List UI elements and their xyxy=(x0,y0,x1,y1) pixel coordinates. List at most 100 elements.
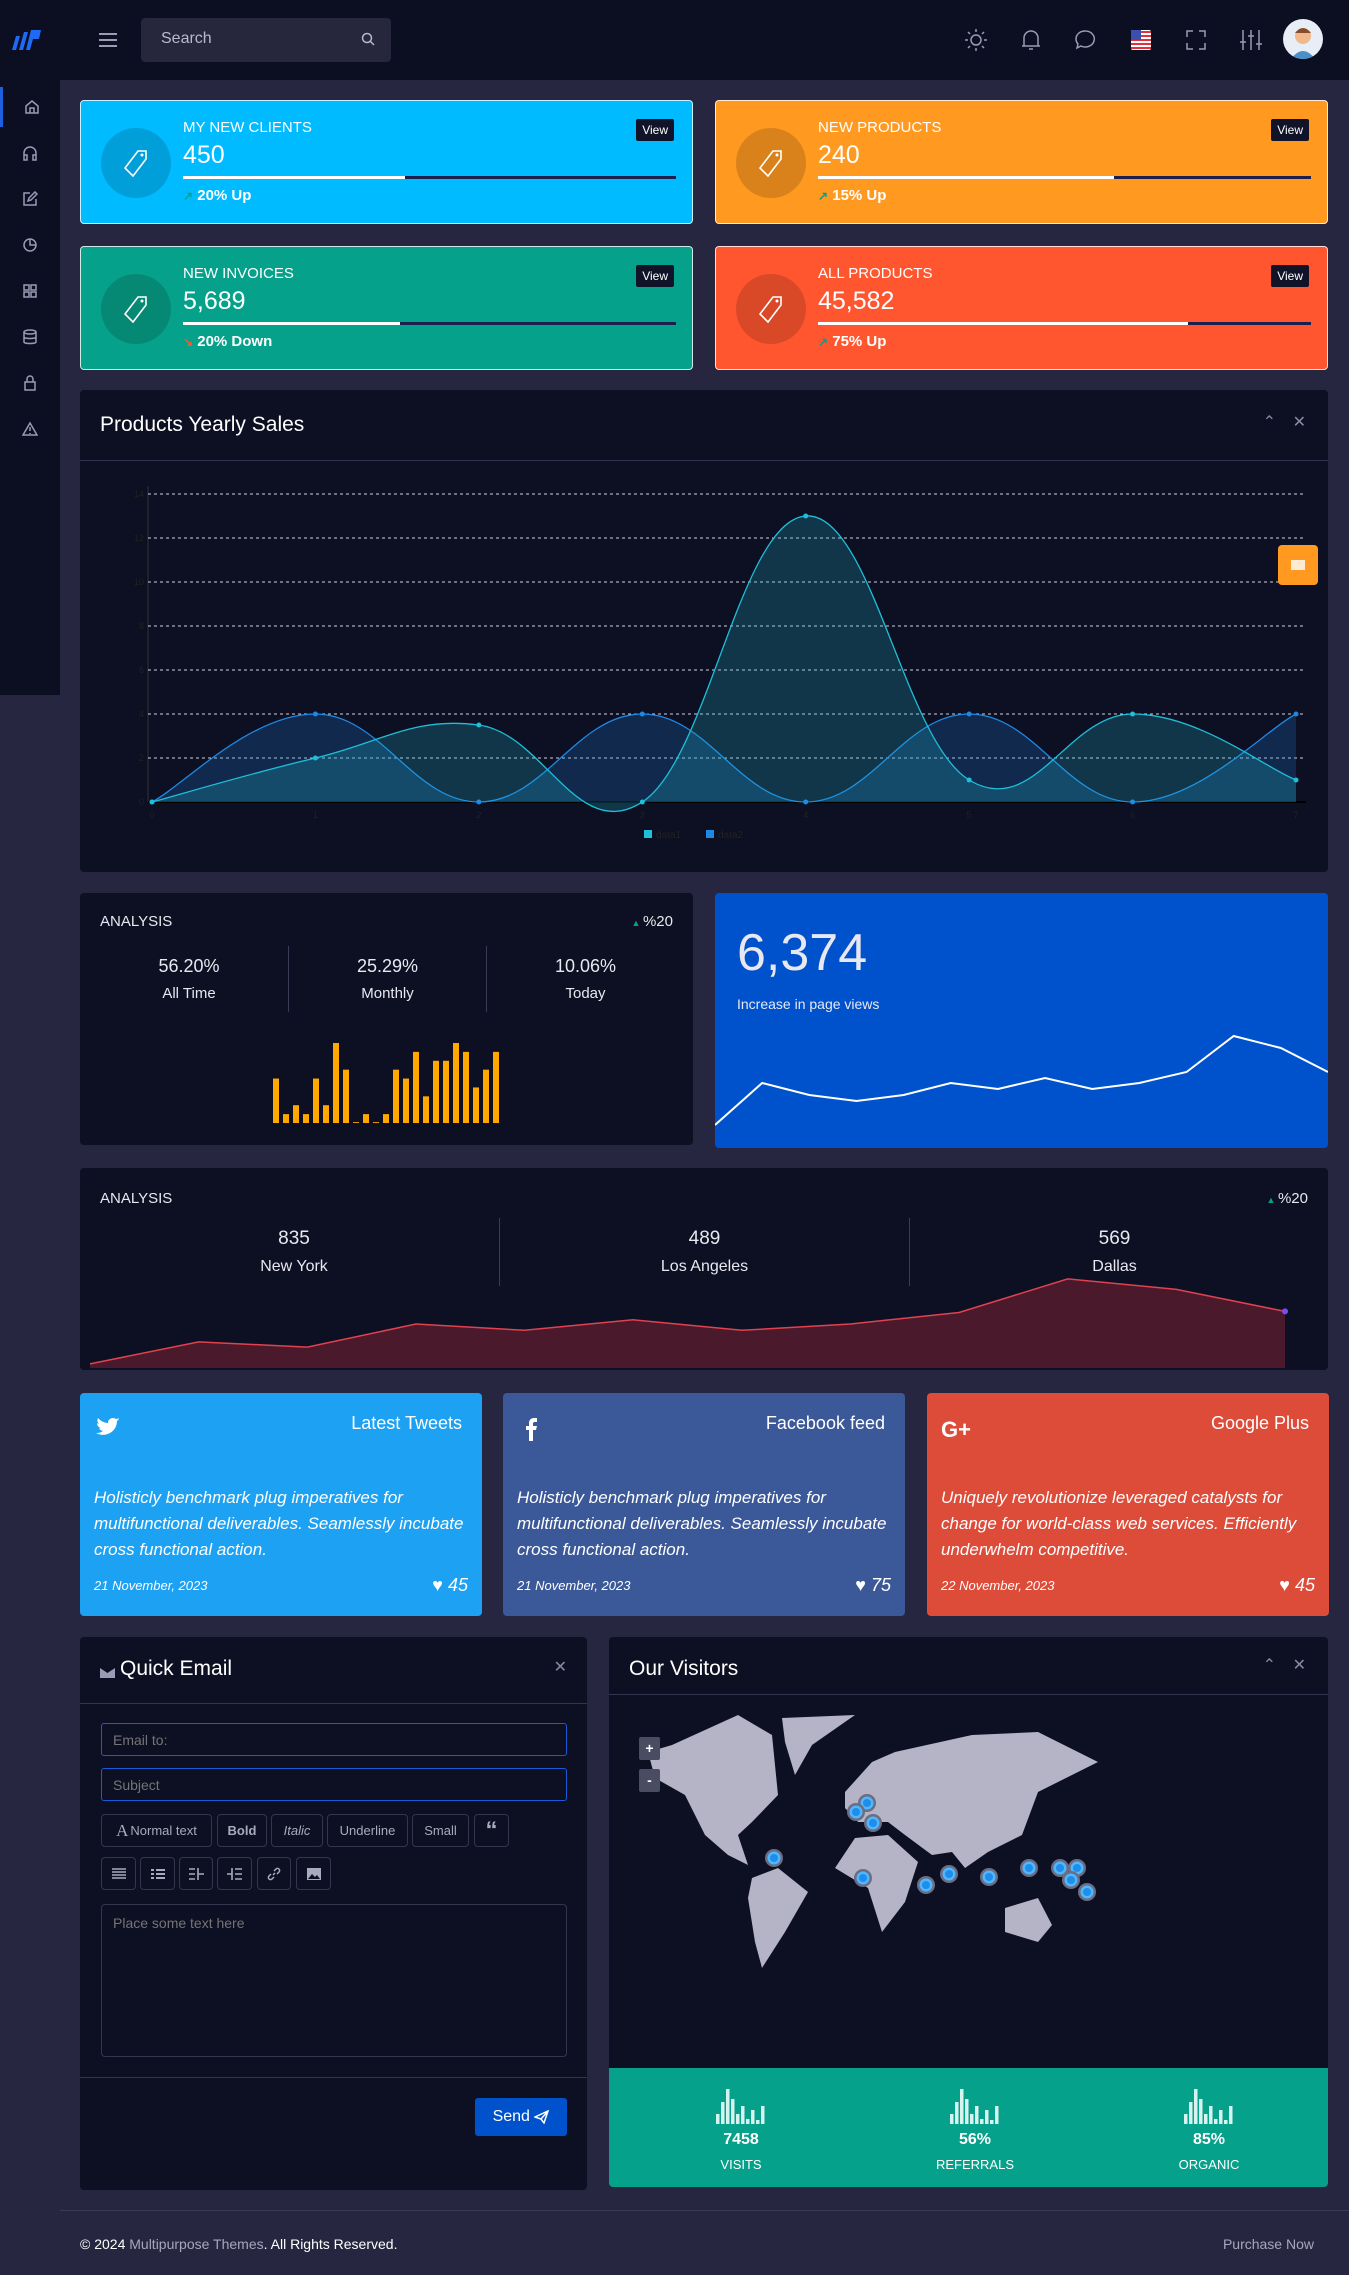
series-area-data1 xyxy=(152,515,1296,812)
mini-bar xyxy=(1199,2099,1203,2124)
unordered-list-button[interactable] xyxy=(101,1857,136,1890)
brand-link[interactable]: Multipurpose Themes xyxy=(129,2236,264,2252)
normal-text-button[interactable]: A Normal text xyxy=(101,1814,212,1847)
visitor-stat-value: 56% xyxy=(958,2131,992,2148)
image-button[interactable] xyxy=(296,1857,331,1890)
logo[interactable] xyxy=(10,28,42,52)
indent-button[interactable] xyxy=(217,1857,252,1890)
us-flag-icon[interactable] xyxy=(1127,26,1155,54)
analysis-title: ANALYSIS xyxy=(100,913,173,930)
bar xyxy=(443,1060,449,1123)
y-tick-label: 4 xyxy=(139,709,144,719)
sidebar-item-database[interactable] xyxy=(0,317,60,357)
sidebar-item-edit[interactable] xyxy=(0,179,60,219)
bar xyxy=(293,1105,299,1123)
underline-button[interactable]: Underline xyxy=(327,1814,408,1847)
view-button[interactable]: View xyxy=(1271,265,1309,287)
sidebar-item-charts[interactable] xyxy=(0,225,60,265)
heart-icon: ♥ xyxy=(432,1575,443,1595)
chat-icon[interactable] xyxy=(1072,26,1100,54)
mini-bar xyxy=(995,2106,999,2124)
menu-icon[interactable] xyxy=(94,26,122,54)
pie-chart-icon xyxy=(23,238,37,252)
city-analysis-panel: ANALYSIS ▲ %20 835 New York 489 Los Angeles… xyxy=(80,1168,1328,1370)
mini-bar-chart xyxy=(1184,2089,1233,2124)
close-icon[interactable]: ✕ xyxy=(1292,414,1306,431)
likes[interactable]: ♥ 45 xyxy=(432,1575,468,1596)
sun-icon[interactable] xyxy=(962,26,990,54)
sidebar-item-apps[interactable] xyxy=(0,271,60,311)
likes[interactable]: ♥ 45 xyxy=(1279,1575,1315,1596)
bar xyxy=(493,1051,499,1123)
data-point-data1 xyxy=(476,722,482,728)
bar xyxy=(403,1078,409,1123)
stat-card: ALL PRODUCTS 45,582 ↗ 75% Up View xyxy=(715,246,1328,370)
search-input[interactable]: Search xyxy=(141,18,391,62)
search-icon[interactable] xyxy=(361,32,375,46)
subject-field[interactable] xyxy=(101,1768,567,1801)
stat-status: ↘ 20% Down xyxy=(183,333,272,350)
view-button[interactable]: View xyxy=(636,119,674,141)
visitor-stat-value: 85% xyxy=(1192,2131,1226,2148)
email-to-field[interactable] xyxy=(101,1723,567,1756)
avatar[interactable] xyxy=(1283,19,1323,59)
sidebar-item-lock[interactable] xyxy=(0,363,60,403)
x-tick-label: 4 xyxy=(803,810,808,820)
rights-text: . All Rights Reserved. xyxy=(263,2236,398,2252)
likes[interactable]: ♥ 75 xyxy=(855,1575,891,1596)
footer-divider xyxy=(60,2210,1349,2211)
sidebar-item-support[interactable] xyxy=(0,133,60,173)
sidebar-item-home[interactable] xyxy=(0,87,60,127)
visitor-marker-core xyxy=(1056,1864,1064,1872)
stat-status: ↗ 15% Up xyxy=(818,187,886,204)
settings-toggle-button[interactable] xyxy=(1278,545,1318,585)
continent-australia xyxy=(1005,1898,1052,1942)
alert-icon xyxy=(22,421,38,436)
small-button[interactable]: Small xyxy=(412,1814,469,1847)
footer-copyright: © 2024 Multipurpose Themes. All Rights R… xyxy=(80,2236,397,2252)
sliders-icon[interactable] xyxy=(1237,26,1265,54)
mini-bar xyxy=(1184,2114,1188,2124)
stat-value: 835 xyxy=(278,1228,310,1249)
outdent-button[interactable] xyxy=(179,1857,213,1890)
data-point-data2 xyxy=(476,799,482,805)
legend-swatch xyxy=(644,830,652,838)
italic-button[interactable]: Italic xyxy=(271,1814,323,1847)
mini-bar xyxy=(960,2089,964,2124)
sidebar-item-alerts[interactable] xyxy=(0,409,60,449)
heart-icon: ♥ xyxy=(855,1575,866,1595)
email-body-textarea[interactable] xyxy=(101,1904,567,2057)
tag-icon xyxy=(123,296,147,324)
bar xyxy=(343,1069,349,1123)
fullscreen-icon[interactable] xyxy=(1182,26,1210,54)
close-icon[interactable]: ✕ xyxy=(553,1659,567,1676)
stat-value: 489 xyxy=(688,1228,721,1249)
visitor-marker-core xyxy=(922,1881,930,1889)
zoom-in-button[interactable]: + xyxy=(639,1737,660,1760)
view-button[interactable]: View xyxy=(636,265,674,287)
lock-icon xyxy=(24,375,36,391)
link-button[interactable] xyxy=(257,1857,291,1890)
collapse-icon[interactable]: ⌃ xyxy=(1262,1657,1276,1674)
blockquote-button[interactable]: “ xyxy=(474,1814,509,1847)
continent-eurasia xyxy=(845,1732,1098,1868)
world-map[interactable] xyxy=(625,1700,1315,2110)
stat-value: 5,689 xyxy=(183,287,246,315)
tag-icon-circle xyxy=(736,274,806,344)
data-point-data1 xyxy=(639,799,645,805)
view-button[interactable]: View xyxy=(1271,119,1309,141)
purchase-now-link[interactable]: Purchase Now xyxy=(1222,2236,1314,2252)
bell-icon[interactable] xyxy=(1017,26,1045,54)
ordered-list-button[interactable] xyxy=(140,1857,175,1890)
close-icon[interactable]: ✕ xyxy=(1292,1657,1306,1674)
zoom-out-button[interactable]: - xyxy=(639,1769,660,1792)
home-icon xyxy=(24,100,39,114)
tag-icon xyxy=(758,296,782,324)
collapse-icon[interactable]: ⌃ xyxy=(1262,414,1276,431)
analysis-change: ▲ %20 xyxy=(632,913,673,930)
bar xyxy=(323,1105,329,1123)
y-tick-label: 10 xyxy=(134,577,144,587)
bold-button[interactable]: Bold xyxy=(217,1814,267,1847)
send-button[interactable]: Send xyxy=(475,2098,567,2136)
database-icon xyxy=(23,329,37,345)
